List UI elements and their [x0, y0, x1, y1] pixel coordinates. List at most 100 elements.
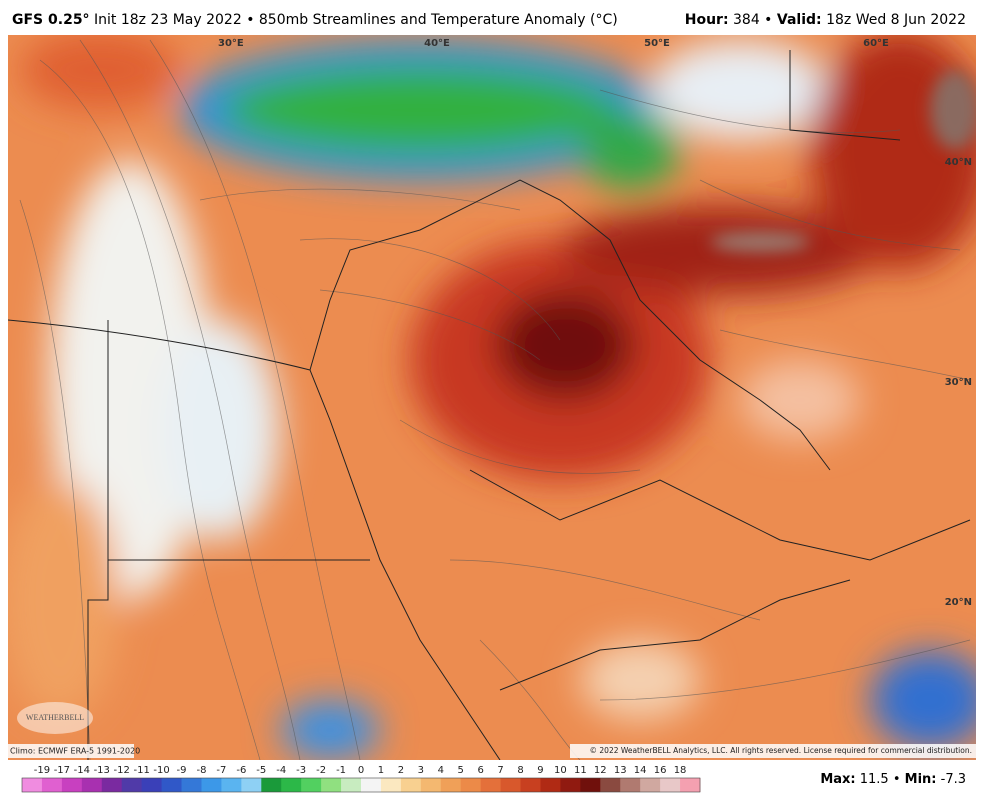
colorbar-label: 13 — [614, 765, 627, 776]
anomaly-field — [8, 35, 976, 760]
header-title: GFS 0.25° Init 18z 23 May 2022 • 850mb S… — [12, 12, 618, 28]
colorbar-label: 9 — [537, 765, 543, 776]
high-terrain — [710, 70, 976, 252]
lat-label: 40°N — [945, 157, 972, 168]
lon-label: 30°E — [218, 38, 244, 49]
text-part: Init 18z 23 May 2022 • 850mb Streamlines… — [90, 12, 618, 28]
copyright: © 2022 WeatherBELL Analytics, LLC. All r… — [590, 746, 972, 755]
colorbar-label: 4 — [438, 765, 444, 776]
colorbar-cell — [61, 778, 83, 792]
colorbar-cell — [600, 778, 621, 792]
colorbar-cell — [540, 778, 561, 792]
lon-label: 50°E — [644, 38, 670, 49]
colorbar-label: -3 — [296, 765, 306, 776]
colorbar-label: 2 — [398, 765, 404, 776]
colorbar-label: 0 — [358, 765, 364, 776]
text-part: Max: — [820, 772, 855, 787]
colorbar-label: 7 — [497, 765, 503, 776]
colorbar-cell — [81, 778, 103, 792]
colorbar-cell — [341, 778, 362, 792]
text-part: GFS 0.25° — [12, 12, 90, 28]
colorbar-label: 3 — [418, 765, 424, 776]
climo-bg — [8, 744, 134, 758]
colorbar-label: -13 — [94, 765, 110, 776]
colorbar-cell — [201, 778, 222, 792]
colorbar-cell — [680, 778, 701, 792]
colorbar-label: 14 — [634, 765, 647, 776]
colorbar-cell — [101, 778, 123, 792]
copyright-bg — [570, 744, 976, 758]
colorbar-cell — [580, 778, 601, 792]
colorbar-cell — [520, 778, 541, 792]
colorbar-cell — [660, 778, 681, 792]
lat-label: 30°N — [945, 377, 972, 388]
lon-label: 40°E — [424, 38, 450, 49]
text-part: 18z Wed 8 Jun 2022 — [822, 12, 966, 28]
colorbar-cell — [361, 778, 382, 792]
colorbar-cell — [241, 778, 262, 792]
colorbar-label: -14 — [74, 765, 90, 776]
colorbar-cell — [281, 778, 302, 792]
colorbar-label: 6 — [477, 765, 483, 776]
colorbar-cell — [500, 778, 522, 792]
text-part: Valid: — [777, 12, 822, 28]
colorbar-label: 1 — [378, 765, 384, 776]
colorbar-label: -7 — [216, 765, 226, 776]
colorbar-cell — [261, 778, 282, 792]
map — [8, 35, 976, 760]
colorbar-label: -11 — [133, 765, 149, 776]
colorbar-cell — [41, 778, 63, 792]
colorbar-label: 16 — [654, 765, 667, 776]
colorbar-label: -12 — [114, 765, 130, 776]
colorbar-cell — [161, 778, 183, 792]
header-valid: Hour: 384 • Valid: 18z Wed 8 Jun 2022 — [685, 12, 966, 28]
colorbar-cell — [560, 778, 581, 792]
colorbar-label: 8 — [517, 765, 523, 776]
lat-label: 20°N — [945, 597, 972, 608]
text-part: -7.3 — [937, 772, 967, 787]
lon-label: 60°E — [863, 38, 889, 49]
colorbar-label: 12 — [594, 765, 607, 776]
colorbar-cell — [620, 778, 641, 792]
colorbar-cell — [400, 778, 422, 792]
colorbar-cell — [321, 778, 342, 792]
colorbar-cell — [640, 778, 661, 792]
colorbar-cell — [460, 778, 482, 792]
colorbar-label: 11 — [574, 765, 587, 776]
colorbar-cell — [440, 778, 462, 792]
colorbar: -19 -17 -14 -13 -12 -11 -10 -9 -8 -7 -6 -5 -4 -3 -2 -1 0… — [21, 765, 701, 793]
colorbar-label: -19 — [34, 765, 50, 776]
climo-note: Climo: ECMWF ERA-5 1991-2020 — [10, 747, 140, 756]
colorbar-cell — [301, 778, 322, 792]
colorbar-label: -5 — [256, 765, 266, 776]
colorbar-label: 18 — [674, 765, 687, 776]
colorbar-cell — [121, 778, 143, 792]
colorbar-cell — [221, 778, 242, 792]
colorbar-label: -6 — [236, 765, 246, 776]
colorbar-cell — [480, 778, 502, 792]
colorbar-label: 5 — [458, 765, 464, 776]
logo-badge — [17, 702, 93, 734]
text-part: 11.5 • — [856, 772, 905, 787]
colorbar-label: 10 — [554, 765, 567, 776]
max-min: Max: 11.5 • Min: -7.3 — [820, 772, 966, 787]
colorbar-frame — [21, 777, 701, 793]
colorbar-cell — [22, 778, 43, 792]
colorbar-label: -17 — [54, 765, 70, 776]
colorbar-label: -1 — [336, 765, 346, 776]
colorbar-label: -9 — [177, 765, 187, 776]
text-part: 384 • — [729, 12, 777, 28]
logo: WEATHERBELL — [26, 713, 84, 722]
colorbar-cell — [181, 778, 202, 792]
borders — [8, 50, 971, 760]
colorbar-cell — [141, 778, 163, 792]
colorbar-label: -8 — [196, 765, 206, 776]
colorbar-label: -10 — [153, 765, 169, 776]
colorbar-cell — [380, 778, 402, 792]
text-part: Hour: — [685, 12, 729, 28]
text-part: Min: — [905, 772, 937, 787]
colorbar-label: -2 — [316, 765, 326, 776]
colorbar-label: -4 — [276, 765, 286, 776]
